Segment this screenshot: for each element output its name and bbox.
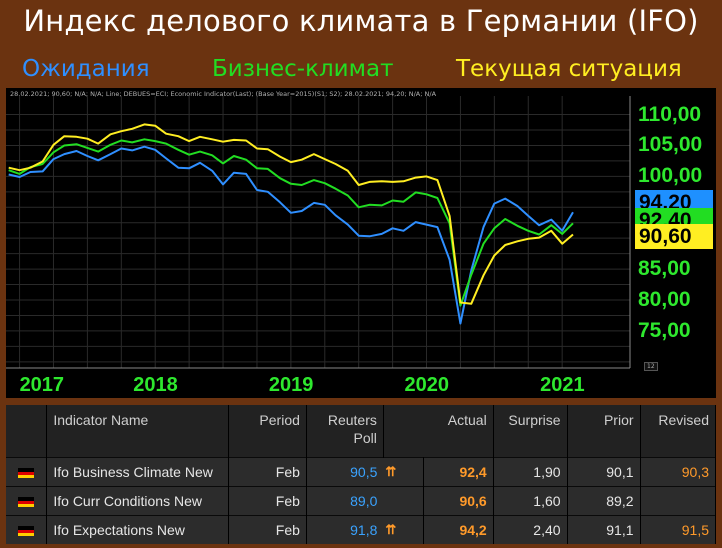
surprise-cell: 2,40	[493, 515, 568, 544]
chart-panel: 28.02.2021; 90,60; N/A; N/A; Line; DEBUE…	[6, 88, 716, 398]
series-line-0	[8, 145, 574, 325]
table-row[interactable]: Ifo Business Climate New Feb 90,5 ⇈ 92,4 1,90…	[6, 457, 717, 487]
y-tick-label: 100,00	[638, 164, 703, 188]
revised-cell	[640, 486, 717, 516]
indicator-name: Ifo Expectations New	[46, 515, 230, 544]
indicator-name: Ifo Business Climate New	[46, 457, 230, 487]
prior-cell: 90,1	[567, 457, 641, 487]
flag-cell	[6, 486, 48, 516]
x-tick-label: 2020	[404, 374, 450, 396]
header-reuters-poll: Reuters Poll	[306, 405, 384, 458]
prior-cell: 89,2	[567, 486, 641, 516]
indicator-name: Ifo Curr Conditions New	[46, 486, 230, 516]
surprise-arrows-icon: ⇈	[383, 457, 424, 487]
germany-flag-icon	[18, 526, 35, 537]
actual-cell: 92,4	[423, 457, 494, 487]
y-tick-label: 105,00	[638, 133, 703, 157]
revised-cell: 91,5	[640, 515, 717, 544]
chart-info-line: 28.02.2021; 90,60; N/A; N/A; Line; DEBUE…	[10, 90, 437, 98]
header-arrows	[383, 405, 424, 458]
indicator-table: Indicator Name Period Reuters Poll Actua…	[6, 405, 717, 544]
line-chart	[6, 96, 631, 369]
poll-cell: 91,8	[306, 515, 384, 544]
legend-expectations: Ожидания	[22, 56, 150, 82]
header-indicator-name: Indicator Name	[46, 405, 230, 458]
header-revised: Revised	[640, 405, 717, 458]
poll-cell: 90,5	[306, 457, 384, 487]
flag-cell	[6, 515, 48, 544]
header-actual: Actual	[423, 405, 494, 458]
germany-flag-icon	[18, 468, 35, 479]
legend-current-situation: Текущая ситуация	[456, 56, 682, 82]
x-tick-label: 2017	[19, 374, 65, 396]
table-row[interactable]: Ifo Expectations New Feb 91,8 ⇈ 94,2 2,40 91,1…	[6, 515, 717, 544]
header-surprise: Surprise	[493, 405, 568, 458]
surprise-arrows-icon: ⇈	[383, 515, 424, 544]
poll-cell: 89,0	[306, 486, 384, 516]
corner-label: 12	[644, 362, 658, 371]
actual-cell: 94,2	[423, 515, 494, 544]
series-line-2	[8, 123, 574, 305]
page-title: Индекс делового климата в Германии (IFO)	[23, 4, 699, 38]
actual-cell: 90,6	[423, 486, 494, 516]
series-line-1	[8, 138, 574, 307]
y-tick-label: 80,00	[638, 288, 691, 311]
last-value-label: 90,60	[635, 224, 713, 250]
revised-cell: 90,3	[640, 457, 717, 487]
y-tick-label: 75,00	[638, 318, 691, 342]
y-tick-label: 110,00	[638, 102, 702, 126]
header-prior: Prior	[567, 405, 641, 458]
x-tick-label: 2019	[268, 374, 314, 396]
surprise-cell: 1,60	[493, 486, 568, 516]
prior-cell: 91,1	[567, 515, 641, 544]
period-cell: Feb	[228, 486, 307, 516]
x-tick-label: 2018	[133, 374, 178, 396]
flag-cell	[6, 457, 48, 487]
period-cell: Feb	[228, 457, 307, 487]
legend-business-climate: Бизнес-климат	[212, 56, 394, 82]
germany-flag-icon	[18, 497, 35, 508]
table-row[interactable]: Ifo Curr Conditions New Feb 89,0 90,6 1,60 89…	[6, 486, 717, 516]
surprise-arrows-icon	[383, 486, 424, 516]
y-tick-label: 85,00	[638, 257, 691, 281]
surprise-cell: 1,90	[493, 457, 568, 487]
header-flag	[6, 405, 48, 458]
period-cell: Feb	[228, 515, 307, 544]
x-tick-label: 2021	[540, 374, 585, 396]
header-period: Period	[228, 405, 307, 458]
